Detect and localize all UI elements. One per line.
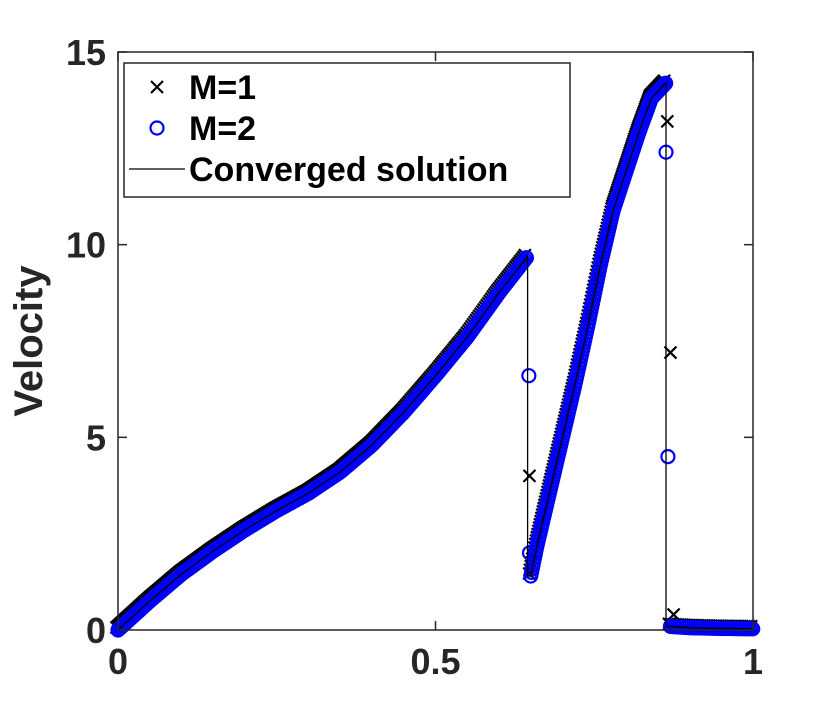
m1-marker bbox=[660, 114, 675, 129]
m2-marker bbox=[518, 250, 535, 266]
m1-marker bbox=[522, 469, 537, 483]
x-tick-label: 1 bbox=[743, 641, 763, 682]
m2-marker bbox=[517, 252, 533, 268]
series-converged-line bbox=[117, 81, 754, 631]
y-axis-label: Velocity bbox=[7, 265, 51, 417]
x-tick-label: 0.5 bbox=[410, 641, 460, 682]
x-tick-label: 0 bbox=[108, 641, 128, 682]
y-tick-label: 0 bbox=[86, 610, 106, 651]
legend-m1-marker bbox=[150, 80, 164, 94]
m2-marker bbox=[660, 449, 676, 465]
legend-label: Converged solution bbox=[189, 151, 508, 189]
y-tick-label: 10 bbox=[66, 225, 106, 266]
m2-marker bbox=[515, 253, 531, 270]
legend-box bbox=[123, 62, 571, 198]
y-tick-label: 15 bbox=[66, 32, 106, 73]
y-tick-label: 5 bbox=[86, 417, 106, 458]
legend-label: M=2 bbox=[189, 110, 256, 148]
m1-marker bbox=[666, 607, 681, 622]
legend-m2-marker bbox=[149, 120, 165, 136]
m2-marker bbox=[521, 368, 537, 384]
series-layer bbox=[109, 73, 761, 638]
legend-label: M=1 bbox=[189, 69, 256, 107]
